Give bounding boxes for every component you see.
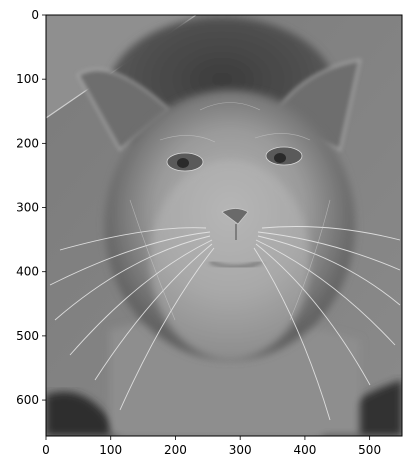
x-tick-label: 400 <box>293 443 316 457</box>
y-tick-label: 600 <box>16 393 39 407</box>
x-tick-label: 0 <box>42 443 50 457</box>
x-tick-label: 500 <box>358 443 381 457</box>
y-tick-label: 400 <box>16 265 39 279</box>
x-axis: 0 100 200 300 400 500 <box>42 436 381 457</box>
x-tick-label: 300 <box>229 443 252 457</box>
x-tick-label: 100 <box>99 443 122 457</box>
y-axis: 0 100 200 300 400 500 600 <box>16 8 46 407</box>
y-tick-label: 100 <box>16 72 39 86</box>
y-tick-label: 500 <box>16 329 39 343</box>
y-tick-label: 200 <box>16 136 39 150</box>
plot-frame <box>45 14 403 437</box>
x-tick-label: 200 <box>164 443 187 457</box>
y-tick-label: 0 <box>31 8 39 22</box>
y-tick-label: 300 <box>16 201 39 215</box>
hybrid-image <box>46 15 402 436</box>
